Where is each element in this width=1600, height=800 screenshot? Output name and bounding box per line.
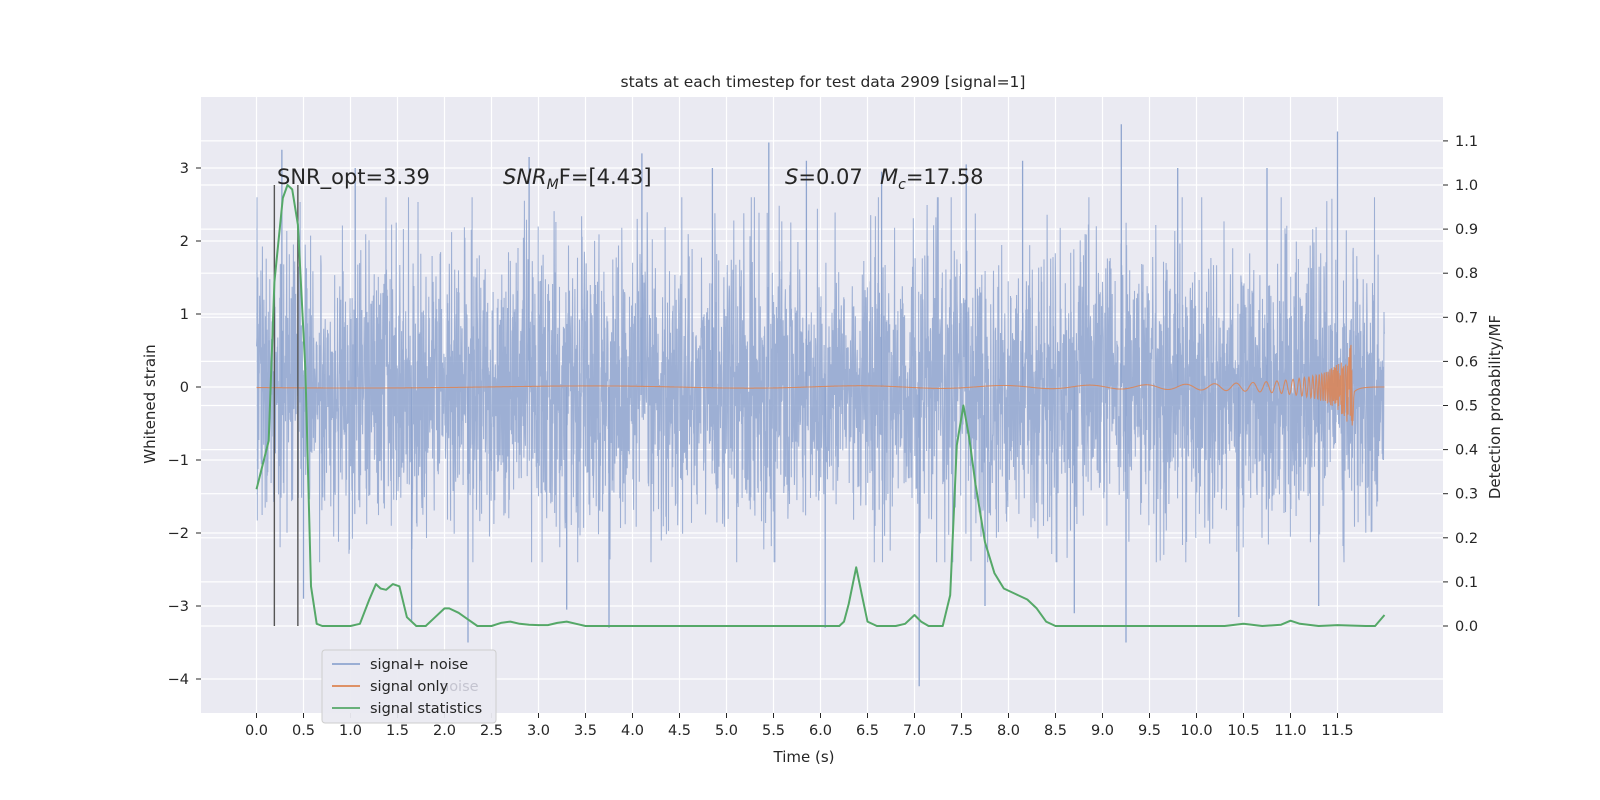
series-signal-only (256, 344, 1385, 426)
annotation-snr-opt: SNR_opt=3.39 (277, 165, 430, 190)
x-tick-label: 7.0 (903, 723, 926, 739)
annotation-snr-mf-rest: F=[4.43] (559, 165, 652, 189)
x-tick-label: 8.5 (1044, 723, 1067, 739)
x-tick-label: 6.5 (856, 723, 879, 739)
y-right-tick-label: 0.7 (1455, 310, 1478, 326)
y-right-tick-label: 0.0 (1455, 619, 1478, 635)
x-tick-label: 8.0 (997, 723, 1020, 739)
x-tick-label: 3.0 (527, 723, 550, 739)
annotation-s-rest: =0.07 (798, 165, 862, 189)
y-right-tick-label: 0.3 (1455, 487, 1478, 503)
x-tick-label: 9.5 (1138, 723, 1161, 739)
y-right-tick-label: 0.5 (1455, 399, 1478, 415)
axes: 0.0 0.5 1.0 1.5 2.0 2.5 3.0 3.5 4.0 4.5 5.0 5.5 6.0 6… (168, 134, 1478, 739)
x-tick-label: 6.0 (809, 723, 832, 739)
legend: signal+ noise noise signal only signal s… (321, 649, 497, 724)
annotation-snr-mf-main: SNR (503, 165, 547, 189)
legend-label-signal-noise: signal+ noise (370, 657, 468, 673)
annotation-snr-mf: SNRMF=[4.43] (503, 165, 652, 193)
y-tick-label: −4 (168, 672, 189, 688)
y-right-tick-label: 1.1 (1455, 134, 1478, 150)
signal-only-trace (256, 344, 1385, 426)
x-tick-label: 4.0 (621, 723, 644, 739)
y-right-tick-label: 0.8 (1455, 266, 1478, 282)
signal-statistics-line (255, 184, 1386, 627)
annotation-mc: Mc=17.58 (880, 165, 984, 193)
y-right-tick-label: 0.4 (1455, 443, 1478, 459)
chart-title: stats at each timestep for test data 290… (621, 73, 1026, 91)
x-tick-label: 11.5 (1321, 723, 1353, 739)
x-axis-label: Time (s) (773, 748, 835, 766)
legend-label-signal-statistics: signal statistics (370, 701, 482, 717)
x-tick-label: 10.5 (1227, 723, 1259, 739)
x-tick-label: 11.0 (1274, 723, 1306, 739)
annotation-s-main: S (785, 165, 798, 189)
legend-label-signal-only: signal only (370, 679, 449, 695)
y-tick-label: −1 (168, 453, 189, 469)
series-signal-statistics (255, 184, 1386, 627)
x-tick-label: 10.0 (1180, 723, 1212, 739)
marker-lines (273, 185, 299, 626)
y-tick-label: −3 (168, 599, 189, 615)
y-right-tick-label: 0.6 (1455, 354, 1478, 370)
x-tick-label: 3.5 (574, 723, 597, 739)
x-tick-label: 7.5 (950, 723, 973, 739)
y-tick-label: 0 (180, 380, 189, 396)
x-tick-label: 0.0 (245, 723, 268, 739)
y-tick-label: 1 (180, 307, 189, 323)
x-tick-label: 5.0 (715, 723, 738, 739)
y-right-tick-label: 0.1 (1455, 575, 1478, 591)
y-tick-label: 2 (180, 234, 189, 250)
y-tick-label: 3 (180, 161, 189, 177)
x-tick-label: 2.0 (433, 723, 456, 739)
y-tick-label: −2 (168, 526, 189, 542)
y-axis-right-label: Detection probability/MF (1486, 315, 1504, 499)
annotation-s: S=0.07 (785, 165, 863, 189)
x-tick-label: 4.5 (668, 723, 691, 739)
legend-box (321, 649, 497, 724)
y-right-tick-label: 0.9 (1455, 222, 1478, 238)
x-tick-label: 1.5 (386, 723, 409, 739)
annotation-mc-sub: c (898, 177, 906, 193)
x-tick-label: 0.5 (292, 723, 315, 739)
series-signal-noise (255, 124, 1386, 687)
annotation-snr-mf-sub: M (547, 177, 559, 193)
y-right-tick-label: 1.0 (1455, 178, 1478, 194)
x-tick-label: 5.5 (762, 723, 785, 739)
x-tick-label: 1.0 (339, 723, 362, 739)
legend-faded-noise: noise (440, 679, 479, 695)
x-tick-label: 9.0 (1091, 723, 1114, 739)
annotation-mc-main: M (880, 165, 898, 189)
y-axis-label: Whitened strain (141, 344, 159, 463)
y-right-tick-label: 0.2 (1455, 531, 1478, 547)
annotation-mc-rest: =17.58 (906, 165, 984, 189)
x-tick-label: 2.5 (480, 723, 503, 739)
